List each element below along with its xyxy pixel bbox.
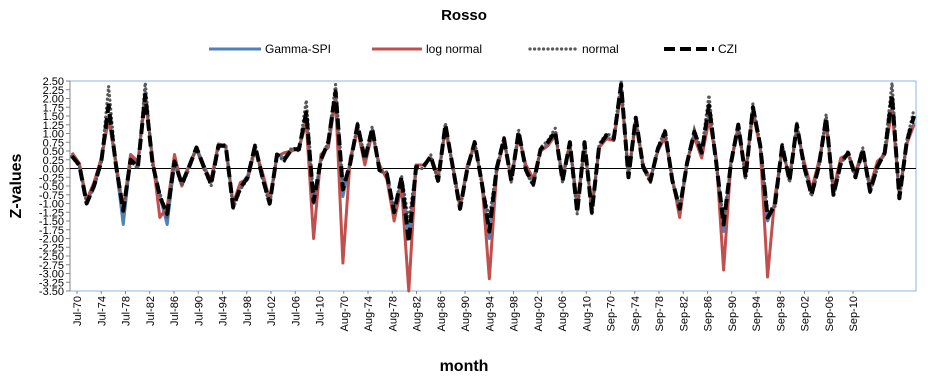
- y-tick-label: -2.50: [39, 251, 64, 263]
- x-tick-label: Aug-82: [412, 296, 424, 331]
- x-tick-label: Jul-86: [169, 296, 181, 326]
- y-tick-label: 2.00: [43, 94, 64, 106]
- y-tick-label: 0.00: [43, 164, 64, 176]
- legend-label-czi: CZI: [718, 42, 737, 56]
- y-tick-label: 1.75: [43, 102, 64, 114]
- x-tick-label: Jul-02: [266, 296, 278, 326]
- y-axis-label: Z-values: [8, 153, 25, 218]
- series-layer: [70, 80, 916, 293]
- x-tick-label: Sep-86: [703, 296, 715, 331]
- y-tick-label: -3.50: [39, 286, 64, 298]
- x-axis-label: month: [440, 358, 489, 375]
- x-tick-label: Jul-94: [218, 296, 230, 326]
- y-tick-label: 1.25: [43, 120, 64, 132]
- x-tick-label: Sep-90: [727, 296, 739, 331]
- y-tick-label: 0.50: [43, 146, 64, 158]
- y-tick-label: 0.75: [43, 137, 64, 149]
- x-tick-label: Jul-98: [242, 296, 254, 326]
- x-tick-label: Jul-06: [290, 296, 302, 326]
- y-tick-label: 2.25: [43, 85, 64, 97]
- legend-label-normal: normal: [582, 42, 619, 56]
- x-tick-label: Sep-78: [654, 296, 666, 331]
- y-tick-label: 1.50: [43, 111, 64, 123]
- x-tick-label: Jul-82: [145, 296, 157, 326]
- y-tick-label: -1.25: [39, 207, 64, 219]
- y-tick-label: -2.75: [39, 260, 64, 272]
- y-tick-label: -0.50: [39, 181, 64, 193]
- x-tick-label: Sep-94: [751, 296, 763, 331]
- x-axis: Jul-70 Jul-74 Jul-78 Jul-82 Jul-86 Jul-90 Jul-…: [72, 291, 860, 331]
- x-tick-label: Aug-70: [339, 296, 351, 331]
- chart-title: Rosso: [441, 7, 487, 24]
- y-tick-label: -2.25: [39, 242, 64, 254]
- y-tick-label: -1.00: [39, 199, 64, 211]
- y-tick-label: -0.75: [39, 190, 64, 202]
- series-line-czi: [70, 82, 916, 244]
- x-tick-label: Aug-02: [533, 296, 545, 331]
- legend-label-gamma: Gamma-SPI: [265, 42, 331, 56]
- x-tick-label: Jul-90: [193, 296, 205, 326]
- y-axis: 2.502.252.001.751.501.251.000.750.500.25…: [39, 76, 71, 298]
- x-tick-label: Jul-74: [96, 296, 108, 326]
- x-tick-label: Aug-78: [387, 296, 399, 331]
- x-tick-label: Sep-06: [824, 296, 836, 331]
- legend-label-lognormal: log normal: [426, 42, 482, 56]
- x-tick-label: Aug-74: [363, 296, 375, 331]
- x-tick-label: Sep-98: [775, 296, 787, 331]
- x-tick-label: Aug-90: [460, 296, 472, 331]
- x-tick-label: Jul-10: [315, 296, 327, 326]
- y-tick-label: -3.00: [39, 269, 64, 281]
- x-tick-label: Aug-98: [509, 296, 521, 331]
- x-tick-label: Sep-74: [630, 296, 642, 331]
- x-tick-label: Sep-10: [848, 296, 860, 331]
- y-tick-label: -1.50: [39, 216, 64, 228]
- x-tick-label: Aug-06: [557, 296, 569, 331]
- x-tick-label: Aug-94: [484, 296, 496, 331]
- x-tick-label: Sep-82: [678, 296, 690, 331]
- x-tick-label: Aug-86: [436, 296, 448, 331]
- x-tick-label: Aug-10: [581, 296, 593, 331]
- y-tick-label: 0.25: [43, 155, 64, 167]
- x-tick-label: Sep-02: [800, 296, 812, 331]
- y-tick-label: 2.50: [43, 76, 64, 88]
- y-tick-label: -0.25: [39, 172, 64, 184]
- y-tick-label: -1.75: [39, 225, 64, 237]
- x-tick-label: Sep-70: [606, 296, 618, 331]
- y-tick-label: -2.00: [39, 234, 64, 246]
- x-tick-label: Jul-78: [121, 296, 133, 326]
- y-tick-label: 1.00: [43, 129, 64, 141]
- x-tick-label: Jul-70: [72, 296, 84, 326]
- legend: Gamma-SPI log normal normal CZI: [209, 42, 737, 56]
- y-tick-label: -3.25: [39, 277, 64, 289]
